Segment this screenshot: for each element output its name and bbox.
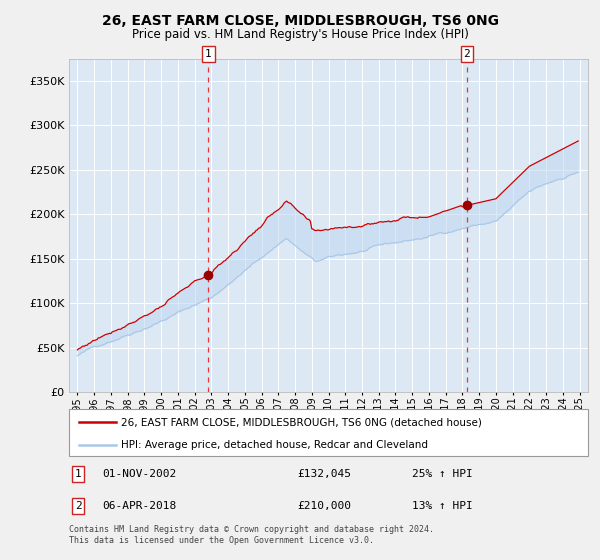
Text: Contains HM Land Registry data © Crown copyright and database right 2024.
This d: Contains HM Land Registry data © Crown c… [69, 525, 434, 545]
Text: 2: 2 [464, 49, 470, 59]
Text: HPI: Average price, detached house, Redcar and Cleveland: HPI: Average price, detached house, Redc… [121, 440, 428, 450]
Text: 06-APR-2018: 06-APR-2018 [103, 501, 177, 511]
Text: 25% ↑ HPI: 25% ↑ HPI [412, 469, 472, 479]
Text: £210,000: £210,000 [298, 501, 352, 511]
Text: 2: 2 [75, 501, 82, 511]
Text: Price paid vs. HM Land Registry's House Price Index (HPI): Price paid vs. HM Land Registry's House … [131, 28, 469, 41]
Text: 1: 1 [75, 469, 82, 479]
Text: £132,045: £132,045 [298, 469, 352, 479]
Text: 26, EAST FARM CLOSE, MIDDLESBROUGH, TS6 0NG: 26, EAST FARM CLOSE, MIDDLESBROUGH, TS6 … [101, 14, 499, 28]
Text: 13% ↑ HPI: 13% ↑ HPI [412, 501, 472, 511]
FancyBboxPatch shape [69, 409, 588, 456]
Text: 1: 1 [205, 49, 212, 59]
Text: 26, EAST FARM CLOSE, MIDDLESBROUGH, TS6 0NG (detached house): 26, EAST FARM CLOSE, MIDDLESBROUGH, TS6 … [121, 417, 482, 427]
Text: 01-NOV-2002: 01-NOV-2002 [103, 469, 177, 479]
